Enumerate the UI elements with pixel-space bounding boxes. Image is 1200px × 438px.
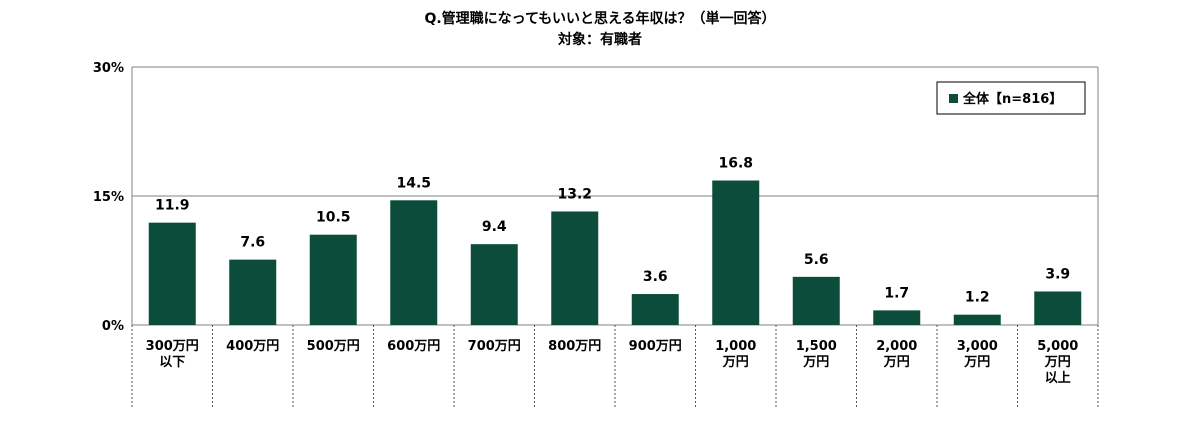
x-tick-label: 1,500 (796, 339, 837, 354)
legend-swatch (949, 94, 958, 103)
data-label: 3.6 (643, 269, 668, 285)
bar (551, 211, 599, 325)
data-label: 3.9 (1045, 266, 1070, 282)
x-tick-label: 以下 (159, 355, 185, 370)
bar (1034, 291, 1082, 325)
x-tick-label: 万円 (1044, 355, 1071, 370)
data-label: 16.8 (718, 156, 753, 172)
x-tick-label: 万円 (963, 355, 990, 370)
data-label: 1.7 (884, 285, 909, 301)
bar (953, 314, 1001, 325)
y-tick-label: 15% (93, 190, 124, 205)
x-tick-label: 700万円 (468, 339, 521, 354)
bar (712, 180, 760, 325)
chart-subtitle: 対象：有職者 (557, 31, 642, 48)
x-tick-label: 万円 (883, 355, 910, 370)
x-tick-label: 300万円 (146, 339, 199, 354)
x-tick-label: 万円 (802, 355, 829, 370)
legend-box (936, 81, 1086, 115)
data-label: 1.2 (965, 290, 990, 306)
bar (390, 200, 438, 325)
x-tick-label: 5,000 (1037, 339, 1078, 354)
data-label: 10.5 (316, 210, 351, 226)
x-tick-label: 2,000 (876, 339, 917, 354)
data-label: 11.9 (155, 198, 190, 214)
bar (309, 234, 357, 325)
chart-title: Q.管理職になってもいいと思える年収は？（単一回答） (424, 10, 775, 27)
x-tick-label: 900万円 (629, 339, 682, 354)
x-tick-label: 800万円 (548, 339, 601, 354)
x-tick-label: 1,000 (715, 339, 756, 354)
bar (631, 294, 679, 325)
x-tick-label: 3,000 (957, 339, 998, 354)
data-label: 5.6 (804, 252, 829, 268)
x-tick-label: 600万円 (387, 339, 440, 354)
x-tick-label: 以上 (1045, 371, 1071, 386)
bar (229, 259, 277, 325)
bar (873, 310, 921, 325)
x-tick-label: 500万円 (307, 339, 360, 354)
bar (792, 276, 840, 325)
bar (470, 244, 518, 325)
x-tick-label: 400万円 (226, 339, 279, 354)
data-label: 7.6 (240, 235, 265, 251)
x-tick-label: 万円 (722, 355, 749, 370)
data-label: 9.4 (482, 219, 507, 235)
data-label: 13.2 (557, 186, 592, 202)
legend-label: 全体【n=816】 (962, 91, 1062, 107)
data-label: 14.5 (396, 175, 431, 191)
y-tick-label: 30% (93, 61, 124, 76)
bar (148, 222, 196, 325)
y-tick-label: 0% (102, 319, 124, 334)
